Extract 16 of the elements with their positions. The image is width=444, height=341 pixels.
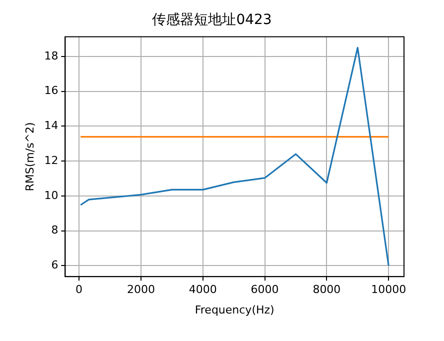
x-tick-label: 0 [76, 283, 83, 296]
x-tick-label: 10000 [371, 283, 406, 296]
y-axis-title: RMS(m/s^2) [23, 122, 36, 192]
chart-title: 传感器短地址0423 [152, 12, 272, 28]
y-tick-label: 6 [51, 258, 58, 272]
y-tick-label: 16 [44, 84, 58, 98]
x-tick-label: 4000 [188, 283, 217, 296]
y-tick-label: 10 [44, 188, 58, 202]
y-tick-label: 12 [44, 154, 58, 167]
y-tick-label: 8 [51, 224, 58, 237]
x-tick-label: 6000 [250, 283, 279, 296]
x-tick-label: 2000 [126, 283, 155, 296]
y-tick-label: 18 [44, 49, 58, 62]
x-axis-title: Frequency(Hz) [194, 303, 274, 316]
x-tick-label: 8000 [312, 283, 341, 296]
y-tick-label: 14 [44, 119, 58, 132]
